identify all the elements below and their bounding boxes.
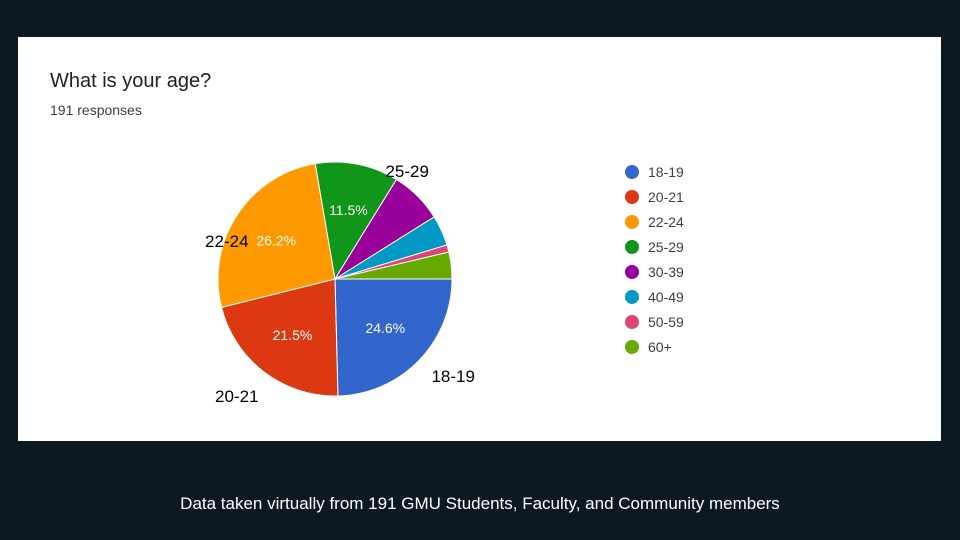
legend-item-50-59[interactable]: 50-59	[625, 309, 745, 334]
legend-label: 60+	[648, 338, 672, 355]
slice-category-label: 20-21	[215, 387, 258, 406]
legend-label: 30-39	[648, 263, 684, 280]
slice-percent-label: 26.2%	[256, 233, 296, 249]
slice-percent-label: 11.5%	[329, 202, 368, 218]
chart-card: What is your age? 191 responses 24.6% 21.…	[18, 37, 941, 441]
slice-percent-label: 21.5%	[273, 327, 313, 343]
legend-swatch	[625, 164, 639, 179]
legend-swatch	[625, 264, 639, 279]
legend-label: 25-29	[648, 238, 684, 255]
pie-slice-60plus[interactable]	[334, 251, 453, 280]
pie-slice-22-24[interactable]	[217, 163, 336, 308]
pie-outer-labels: 18-19 20-21 22-24 25-29	[205, 162, 475, 406]
pie-chart: 24.6% 21.5% 26.2% 11.5% 18-19 20-21 22-24 25-2…	[205, 161, 475, 406]
legend-swatch	[625, 339, 639, 354]
legend-item-60plus[interactable]: 60+	[625, 334, 745, 359]
footer-caption: Data taken virtually from 191 GMU Studen…	[180, 494, 780, 513]
legend-item-30-39[interactable]: 30-39	[625, 259, 745, 284]
legend-swatch	[625, 189, 639, 204]
legend-label: 22-24	[648, 213, 684, 230]
legend-item-18-19[interactable]: 18-19	[625, 159, 745, 184]
slice-category-label: 18-19	[431, 367, 474, 386]
pie-slice-18-19[interactable]	[334, 278, 453, 397]
legend-item-40-49[interactable]: 40-49	[625, 284, 745, 309]
legend-swatch	[625, 239, 639, 254]
pie-slice-25-29[interactable]	[314, 161, 398, 281]
legend-label: 18-19	[648, 163, 684, 180]
slice-category-label: 25-29	[385, 162, 428, 181]
legend-label: 40-49	[648, 288, 684, 305]
legend-item-20-21[interactable]: 20-21	[625, 184, 745, 209]
legend-swatch	[625, 289, 639, 304]
legend-label: 50-59	[648, 313, 684, 330]
legend-label: 20-21	[648, 188, 684, 205]
response-count: 191 responses	[50, 102, 142, 118]
legend-swatch	[625, 214, 639, 229]
chart-title: What is your age?	[50, 70, 212, 92]
legend-swatch	[625, 314, 639, 329]
legend-item-22-24[interactable]: 22-24	[625, 209, 745, 234]
legend-item-25-29[interactable]: 25-29	[625, 234, 745, 259]
slice-category-label: 22-24	[205, 232, 248, 251]
pie-inner-labels: 24.6% 21.5% 26.2% 11.5%	[256, 202, 405, 343]
slice-percent-label: 24.6%	[365, 320, 405, 336]
legend: 18-19 20-21 22-24 25-29 30-39 40-49 50-59 60+	[625, 159, 745, 359]
pie-slice-20-21[interactable]	[220, 278, 339, 397]
pie-slices	[217, 161, 453, 397]
